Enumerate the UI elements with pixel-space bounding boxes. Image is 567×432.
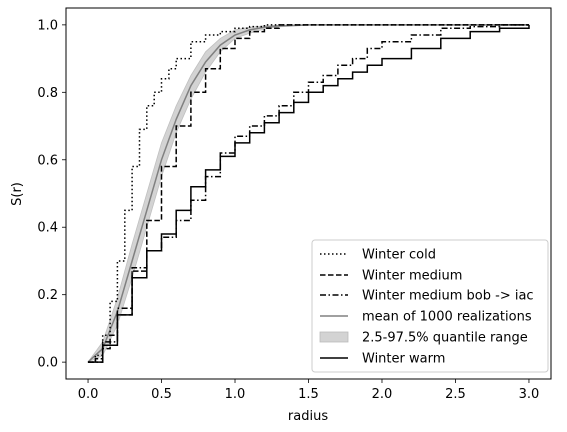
- y-tick-label: 0.4: [37, 221, 58, 236]
- y-tick-label: 1.0: [37, 18, 58, 33]
- x-tick-label: 0.5: [151, 387, 172, 402]
- y-tick-label: 0.2: [37, 288, 58, 303]
- x-tick-label: 2.0: [372, 387, 393, 402]
- legend-label-quantile-range: 2.5-97.5% quantile range: [362, 331, 528, 346]
- legend: Winter cold Winter medium Winter medium …: [311, 239, 549, 373]
- x-tick-label: 1.5: [298, 387, 319, 402]
- legend-label-winter-medium: Winter medium: [362, 269, 462, 284]
- x-tick-label: 2.5: [445, 387, 466, 402]
- legend-label-winter-warm: Winter warm: [362, 352, 445, 367]
- legend-label-winter-cold: Winter cold: [362, 248, 436, 263]
- y-tick-label: 0.6: [37, 153, 58, 168]
- x-tick-label: 1.0: [225, 387, 246, 402]
- legend-box: [311, 239, 549, 373]
- x-tick-label: 0.0: [78, 387, 99, 402]
- series-line-winter-warm: [88, 24, 530, 363]
- y-axis-label: S(r): [10, 182, 25, 206]
- legend-swatch-quantile-range: [319, 331, 349, 343]
- x-tick-label: 3.0: [519, 387, 540, 402]
- series-line-winter-medium-bob-iac: [88, 24, 529, 363]
- y-tick-label: 0.0: [37, 356, 58, 371]
- plot-area: [86, 24, 530, 364]
- x-axis: 0.0 0.5 1.0 1.5 2.0 2.5 3.0: [78, 379, 540, 402]
- legend-label-winter-medium-bob-iac: Winter medium bob -> iac: [362, 289, 534, 304]
- y-tick-label: 0.8: [37, 86, 58, 101]
- x-axis-label: radius: [288, 409, 328, 424]
- legend-label-mean-realizations: mean of 1000 realizations: [362, 310, 532, 325]
- quantile-band: [86, 24, 529, 364]
- series-line-winter-cold: [88, 24, 529, 363]
- y-axis: 0.0 0.2 0.4 0.6 0.8 1.0: [37, 18, 66, 371]
